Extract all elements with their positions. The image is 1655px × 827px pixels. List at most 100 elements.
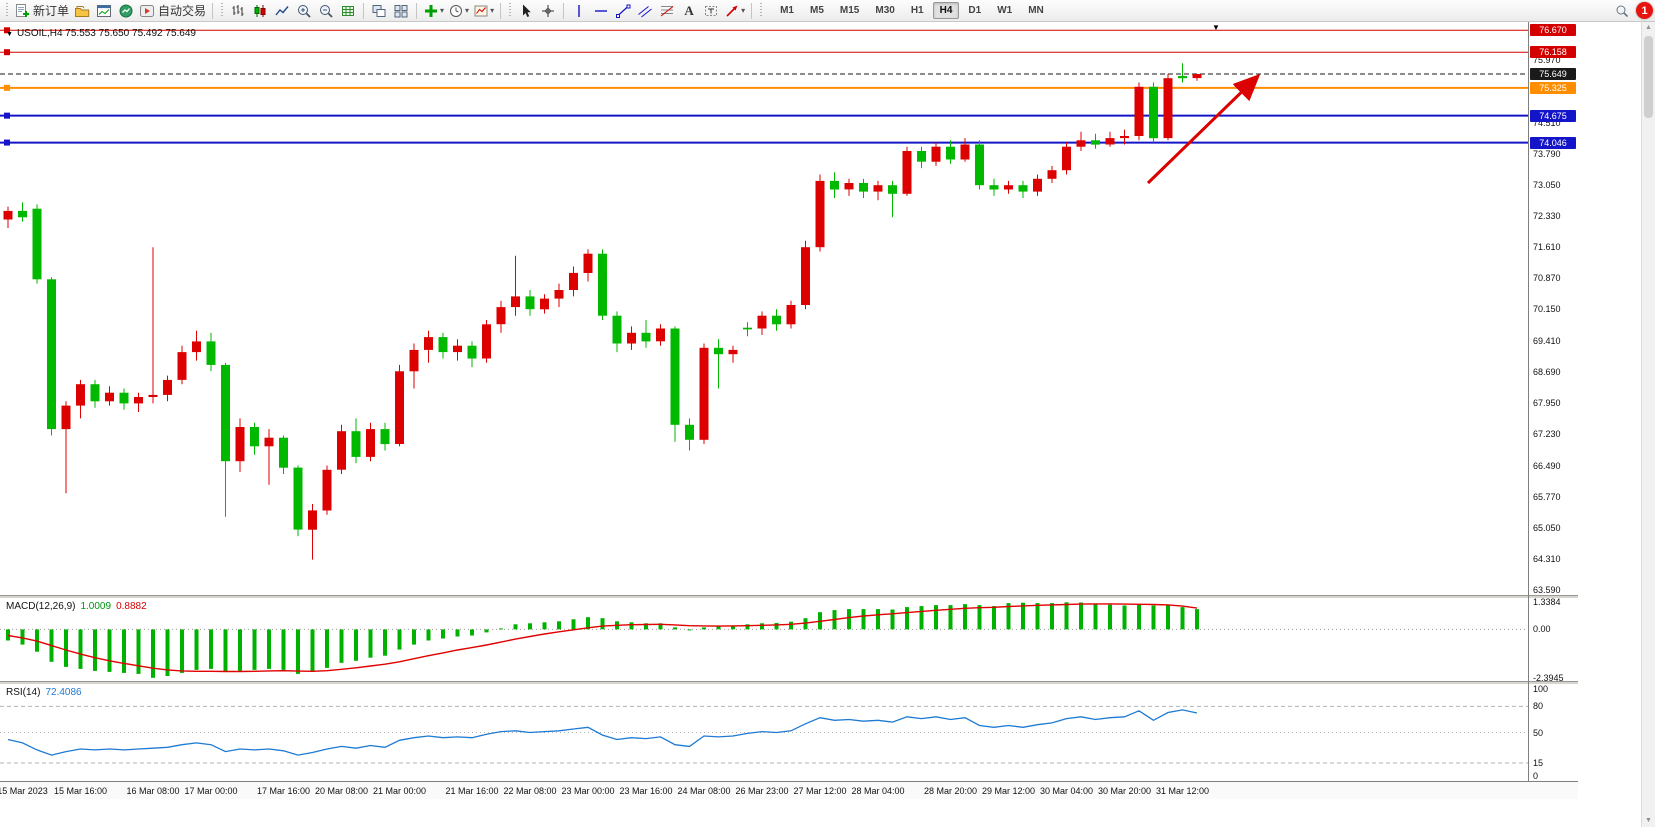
candlestick-chart-button[interactable] <box>249 1 271 21</box>
hline-76.158[interactable] <box>0 49 1528 56</box>
line-chart-button[interactable] <box>271 1 293 21</box>
bar-chart-button[interactable] <box>227 1 249 21</box>
timeframe-button-w1[interactable]: W1 <box>990 2 1019 19</box>
candles-layer <box>3 63 1202 560</box>
profiles-folder-icon <box>75 5 90 17</box>
zoom-out-button[interactable] <box>315 1 337 21</box>
new-order-label: 新订单 <box>33 4 70 18</box>
macd-axis[interactable]: 1.3384 0.00 -2.3945 <box>1529 597 1578 683</box>
panel-splitter[interactable] <box>0 595 1578 598</box>
price-axis-label: 73.790 <box>1533 148 1561 159</box>
cursor-button[interactable] <box>515 1 537 21</box>
template-chart-icon <box>474 5 488 16</box>
toolbar-separator <box>751 2 753 19</box>
horizontal-line-button[interactable] <box>590 1 612 21</box>
panel-splitter[interactable] <box>0 681 1578 684</box>
trendline-button[interactable] <box>612 1 634 21</box>
scroll-up-arrow[interactable]: ▲ <box>1645 24 1652 31</box>
time-axis-label: 30 Mar 04:00 <box>1039 786 1094 796</box>
toolbar-separator <box>212 2 214 19</box>
toolbar-separator <box>500 2 502 19</box>
hline-74.675[interactable] <box>0 112 1528 119</box>
channel-button[interactable] <box>634 1 656 21</box>
text-label-button[interactable] <box>700 1 722 21</box>
timeframe-toolbar: M1 M5 M15 M30 H1 H4 D1 W1 MN <box>772 2 1052 19</box>
time-axis[interactable]: 15 Mar 2023 15 Mar 16:00 16 Mar 08:00 17 Ma… <box>0 781 1578 799</box>
vertical-line-button[interactable] <box>568 1 590 21</box>
autotrading-button[interactable]: 自动交易 <box>137 1 208 21</box>
timeframe-button-m15[interactable]: M15 <box>833 2 866 19</box>
fibonacci-button[interactable] <box>656 1 678 21</box>
time-axis-label: 17 Mar 00:00 <box>184 786 238 796</box>
indicators-plus-icon <box>425 4 438 17</box>
indicators-button[interactable]: ▾ <box>421 1 446 21</box>
market-watch-button[interactable] <box>115 1 137 21</box>
market-watch-globe-icon <box>119 4 133 17</box>
rsi-axis[interactable]: 100 80 50 15 0 <box>1529 684 1578 781</box>
macd-name: MACD(12,26,9) <box>6 601 76 612</box>
timeframe-button-mn[interactable]: MN <box>1021 2 1051 19</box>
toolbar-grip[interactable] <box>221 3 224 18</box>
price-axis-label: 67.230 <box>1533 429 1561 440</box>
time-axis-label: 15 Mar 2023 <box>0 786 48 796</box>
dropdown-caret: ▾ <box>465 6 470 15</box>
rsi-axis-label: 80 <box>1533 701 1544 712</box>
timeframe-button-m30[interactable]: M30 <box>868 2 901 19</box>
templates-button[interactable]: ▾ <box>471 1 496 21</box>
arrange-windows-button[interactable] <box>368 1 390 21</box>
arrows-tool-button[interactable]: ▾ <box>722 1 747 21</box>
toolbar-grip[interactable] <box>6 3 8 18</box>
search-icon <box>1616 5 1629 17</box>
trend-arrow-annotation[interactable] <box>1146 73 1261 185</box>
cursor-arrow-icon <box>523 4 531 17</box>
main-toolbar: 新订单 自动交易 <box>0 0 1655 22</box>
notification-badge[interactable]: 1 <box>1636 2 1653 19</box>
time-axis-label: 31 Mar 12:00 <box>1155 786 1210 796</box>
timeframe-button-m1[interactable]: M1 <box>773 2 801 19</box>
macd-histogram <box>6 602 1199 678</box>
timeframe-button-h4[interactable]: H4 <box>932 2 960 19</box>
periods-button[interactable]: ▾ <box>446 1 471 21</box>
hline-74.046[interactable] <box>0 139 1528 146</box>
scrollbar-thumb[interactable] <box>1644 36 1653 118</box>
symbol-dropdown-icon[interactable]: ▼ <box>6 31 13 38</box>
rsi-panel[interactable]: RSI(14) 72.4086 <box>0 684 1528 781</box>
chart-title-text: USOIL,H4 75.553 75.650 75.492 75.649 <box>16 28 196 39</box>
text-tool-button[interactable]: A <box>678 1 700 21</box>
price-axis-label: 73.050 <box>1533 180 1561 191</box>
hline-76.67[interactable] <box>0 27 1528 34</box>
tile-windows-button[interactable] <box>390 1 412 21</box>
toolbar-grip[interactable] <box>509 3 512 18</box>
new-order-button[interactable]: 新订单 <box>12 1 71 21</box>
crosshair-button[interactable] <box>537 1 559 21</box>
toolbar-grip[interactable] <box>760 3 763 18</box>
candlestick-chart[interactable] <box>0 22 1528 595</box>
time-axis-label: 20 Mar 08:00 <box>314 786 369 796</box>
zoom-in-button[interactable] <box>293 1 315 21</box>
dropdown-caret: ▾ <box>490 6 495 15</box>
price-chart-panel[interactable]: ▼ USOIL,H4 75.553 75.650 75.492 75.649 ▼ <box>0 22 1528 595</box>
rsi-axis-label: 50 <box>1533 727 1544 738</box>
hline-75.325[interactable] <box>0 84 1528 91</box>
rsi-name: RSI(14) <box>6 687 41 698</box>
chart-window-button[interactable] <box>93 1 115 21</box>
price-axis[interactable]: 75.970 74.510 73.790 73.050 72.330 71.610 70.8… <box>1529 22 1578 595</box>
timeframe-button-d1[interactable]: D1 <box>961 2 988 19</box>
rsi-axis-label: 0 <box>1533 771 1539 781</box>
search-button[interactable] <box>1611 1 1633 21</box>
chart-shift-marker[interactable]: ▼ <box>1212 23 1220 32</box>
macd-label: MACD(12,26,9) 1.0009 0.8882 <box>6 601 152 612</box>
text-label-icon <box>705 5 718 16</box>
grid-button[interactable] <box>337 1 359 21</box>
profiles-button[interactable] <box>71 1 93 21</box>
scroll-down-arrow[interactable]: ▼ <box>1645 817 1652 824</box>
rsi-chart <box>0 705 1528 764</box>
rsi-line <box>7 709 1198 756</box>
vertical-scrollbar[interactable]: ▲ ▼ <box>1641 22 1655 827</box>
timeframe-button-m5[interactable]: M5 <box>803 2 831 19</box>
macd-panel[interactable]: MACD(12,26,9) 1.0009 0.8882 <box>0 598 1528 681</box>
timeframe-button-h1[interactable]: H1 <box>904 2 931 19</box>
horizontal-line-objects[interactable] <box>0 27 1528 146</box>
macd-axis-label: 1.3384 <box>1533 597 1561 608</box>
rsi-label: RSI(14) 72.4086 <box>6 687 87 698</box>
